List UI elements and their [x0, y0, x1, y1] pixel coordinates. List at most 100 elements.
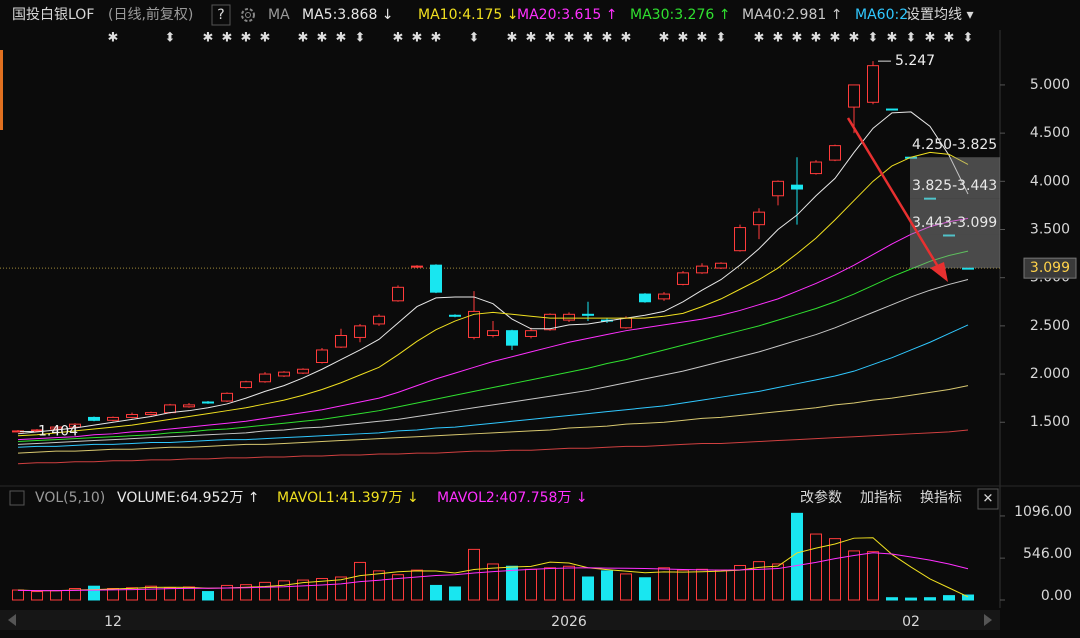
event-marker: ✱	[849, 31, 860, 46]
volume-bar	[658, 567, 670, 601]
event-marker: ✱	[507, 31, 518, 46]
volume-bar	[278, 580, 290, 601]
y-tick-label: 4.500	[1030, 125, 1070, 141]
range-label: 4.250-3.825	[912, 137, 997, 153]
event-marker: ⬍	[868, 31, 879, 46]
candle-body	[278, 371, 290, 377]
candle-body	[316, 349, 328, 363]
help-box[interactable]	[211, 4, 231, 26]
event-marker: ✱	[773, 31, 784, 46]
legend-entry: MA10:4.175 ↓	[418, 7, 518, 23]
settings-button[interactable]: 设置均线 ▾	[906, 7, 973, 23]
candle-body	[810, 161, 822, 175]
close-box[interactable]	[977, 488, 999, 510]
scrollbar[interactable]	[0, 610, 1000, 630]
event-marker: ✱	[431, 31, 442, 46]
range-label: 3.825-3.443	[912, 178, 997, 194]
event-marker: ✱	[412, 31, 423, 46]
mavol-line	[17, 537, 969, 598]
candle-body	[639, 293, 651, 303]
range-box	[910, 234, 1000, 269]
candle-body	[696, 265, 708, 274]
candle-body	[183, 404, 195, 408]
candle-body	[791, 184, 803, 190]
close-button[interactable]: ✕	[983, 492, 994, 507]
ma-line	[17, 279, 969, 445]
candle-body	[886, 108, 898, 111]
last-price-label: 3.099	[1030, 260, 1070, 276]
volume-bar	[601, 570, 613, 601]
event-marker: ✱	[811, 31, 822, 46]
ma-line	[17, 151, 969, 437]
volume-bar	[202, 591, 214, 601]
candle-body	[715, 262, 727, 269]
indicator: MA	[268, 7, 290, 23]
legend-entry: MA60:2	[855, 7, 908, 23]
volume-bar	[772, 563, 784, 601]
volume-bar	[221, 584, 233, 601]
y-tick-label: 4.000	[1030, 173, 1070, 189]
candle-body	[50, 426, 62, 430]
candle-body	[772, 180, 784, 197]
x-axis: 12 2026 02	[104, 614, 920, 630]
scroll-left[interactable]	[8, 614, 16, 626]
legend-entry: MA30:3.276 ↑	[630, 7, 730, 23]
x-tick-label: 02	[902, 614, 920, 630]
volume-bar	[392, 574, 404, 601]
volume-bar	[335, 576, 347, 601]
volume-bar	[582, 576, 594, 601]
candle-body	[525, 330, 537, 337]
candle-body	[31, 429, 43, 432]
volume-bar	[924, 597, 936, 601]
volume-bar	[544, 567, 556, 601]
candle-body	[126, 414, 138, 418]
event-marker: ✱	[621, 31, 632, 46]
candle-body	[620, 317, 632, 329]
indicator-button[interactable]: 换指标	[920, 489, 962, 506]
range-label: 3.443-3.099	[912, 215, 997, 231]
volume-bar	[31, 591, 43, 601]
volume-bar	[848, 550, 860, 601]
ma-line	[17, 111, 969, 435]
event-marker: ✱	[583, 31, 594, 46]
event-marker: ⬍	[716, 31, 727, 46]
event-marker: ✱	[393, 31, 404, 46]
y-tick-label: 1.500	[1030, 414, 1070, 430]
ma-line	[17, 385, 969, 454]
volume-bar	[183, 586, 195, 601]
ma-line	[17, 429, 969, 465]
candle-body	[658, 293, 670, 300]
event-marker: ✱	[792, 31, 803, 46]
volume-bar	[145, 585, 157, 601]
volume-bar	[696, 568, 708, 601]
candle-body	[221, 392, 233, 402]
volume-bar	[259, 581, 271, 601]
event-marker: ✱	[925, 31, 936, 46]
legend-entry: MAVOL1:41.397万 ↓	[277, 490, 419, 506]
event-marker: ⬍	[165, 31, 176, 46]
y-tick-label: 2.500	[1030, 318, 1070, 334]
indicator-button[interactable]: 改参数	[800, 489, 842, 506]
volume-bar	[639, 577, 651, 601]
trend-arrow	[846, 117, 948, 282]
help[interactable]: ?	[217, 7, 224, 23]
y-tick-label: 0.00	[1041, 588, 1072, 604]
scroll-right[interactable]	[984, 614, 992, 626]
volume-bar	[297, 579, 309, 601]
last-price-tag	[1023, 257, 1077, 279]
volume-bar	[468, 548, 480, 601]
candle-body	[373, 315, 385, 325]
gear-icon[interactable]	[241, 8, 255, 22]
candle-body	[677, 272, 689, 285]
candle-body	[563, 313, 575, 321]
volume-bar	[753, 561, 765, 601]
candle-body	[259, 373, 271, 383]
volume-bar	[411, 569, 423, 601]
range-box	[910, 198, 1000, 235]
event-marker: ⬍	[906, 31, 917, 46]
candle-body	[354, 325, 366, 338]
indicator-button[interactable]: 加指标	[860, 490, 902, 506]
candle-body	[145, 412, 157, 416]
